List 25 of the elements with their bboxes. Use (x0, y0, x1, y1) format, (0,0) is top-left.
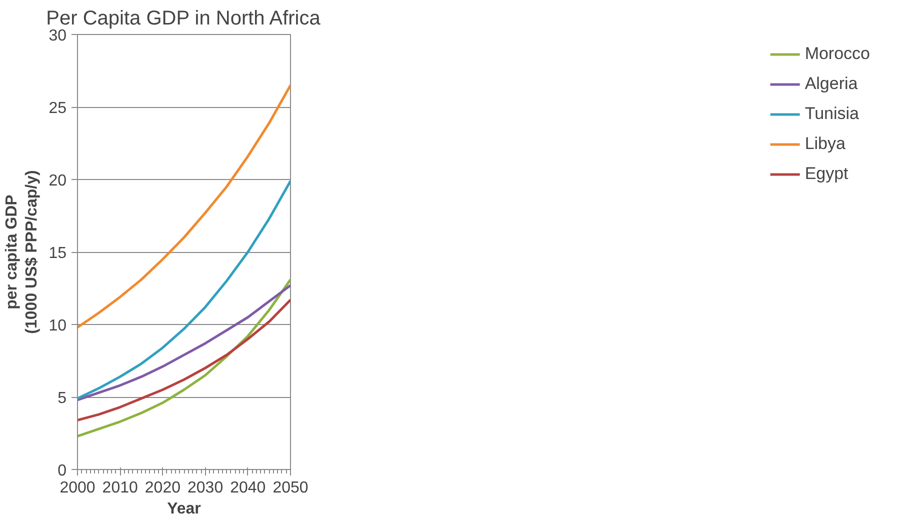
x-tick-label: 2030 (188, 480, 224, 496)
line-series (78, 180, 290, 400)
legend-label: Algeria (804, 74, 858, 94)
legend-label: Morocco (804, 44, 870, 64)
y-axis-title: per capita GDP (1000 US$ PPP/cap/y) (3, 170, 41, 334)
y-tick-label: 10 (48, 318, 67, 334)
y-tick-label: 15 (48, 245, 67, 262)
line-series (78, 284, 290, 402)
y-tick-label: 25 (48, 100, 67, 117)
line-series (78, 298, 290, 422)
x-tick-label: 2000 (60, 480, 96, 496)
x-tick-label: 2020 (144, 480, 181, 496)
legend-label: Tunisia (804, 104, 859, 124)
y-tick-label: 30 (48, 28, 67, 44)
y-tick-label: 5 (58, 390, 67, 407)
legend-label: Libya (804, 134, 846, 154)
x-tick-label: 2040 (230, 480, 266, 496)
y-tick-label: 20 (48, 172, 67, 190)
line-series (78, 84, 290, 329)
x-tick-label: 2050 (272, 480, 308, 496)
legend-label: Egypt (804, 164, 848, 184)
y-tick-label: 0 (58, 462, 67, 480)
x-tick-label: 2010 (102, 480, 138, 496)
x-axis-title: Year (167, 500, 201, 518)
chart-title: Per Capita GDP in North Africa (46, 8, 322, 30)
